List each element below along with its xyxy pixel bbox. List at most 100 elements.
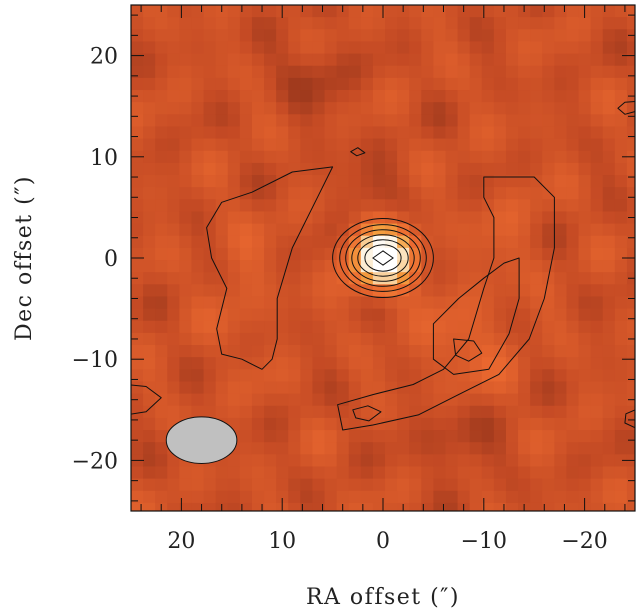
heatmap-cell — [421, 284, 434, 298]
heatmap-cell — [493, 430, 507, 443]
heatmap-cell — [239, 442, 253, 455]
heatmap-cell — [300, 405, 314, 419]
heatmap-cell — [481, 5, 495, 18]
heatmap-cell — [227, 162, 241, 176]
heatmap-cell — [276, 332, 289, 346]
heatmap-cell — [590, 126, 604, 140]
heatmap-cell — [421, 102, 434, 115]
heatmap-cell — [276, 138, 289, 152]
heatmap-cell — [445, 442, 459, 455]
heatmap-cell — [493, 417, 507, 431]
heatmap-cell — [421, 247, 434, 261]
heatmap-cell — [530, 199, 543, 213]
heatmap-cell — [457, 138, 471, 152]
heatmap-cell — [493, 53, 507, 67]
heatmap-cell — [264, 114, 277, 128]
heatmap-cell — [155, 223, 168, 237]
heatmap-cell — [493, 162, 507, 176]
heatmap-cell — [167, 17, 180, 30]
plot-area — [130, 4, 636, 528]
heatmap-cell — [131, 369, 144, 383]
heatmap-cell — [324, 320, 338, 334]
heatmap-cell — [264, 260, 277, 273]
heatmap-cell — [518, 442, 531, 455]
heatmap-cell — [251, 29, 265, 43]
heatmap-cell — [397, 381, 410, 395]
heatmap-cell — [590, 29, 604, 43]
heatmap-cell — [445, 114, 459, 128]
heatmap-cell — [348, 114, 362, 128]
heatmap-cell — [566, 235, 580, 249]
heatmap-cell — [493, 345, 507, 358]
heatmap-cell — [602, 138, 616, 152]
heatmap-cell — [312, 102, 326, 115]
heatmap-cell — [324, 77, 338, 91]
heatmap-cell — [482, 515, 495, 528]
heatmap-cell — [505, 77, 519, 91]
heatmap-cell — [348, 199, 362, 213]
heatmap-cell — [445, 41, 459, 55]
heatmap-cell — [397, 272, 410, 285]
contour-peak — [372, 250, 394, 266]
heatmap-cell — [457, 296, 471, 310]
heatmap-cell — [481, 235, 495, 249]
heatmap-cell — [239, 77, 253, 91]
heatmap-cell — [215, 90, 229, 103]
heatmap-cell — [493, 77, 507, 91]
heatmap-cell — [542, 515, 555, 528]
heatmap-cell — [614, 272, 628, 285]
heatmap-cell — [179, 502, 193, 511]
heatmap-cell — [397, 17, 410, 30]
heatmap-cell — [360, 126, 374, 140]
heatmap-cell — [276, 90, 289, 103]
heatmap-cell — [433, 211, 447, 225]
heatmap-cell — [324, 405, 338, 419]
heatmap-cell — [372, 502, 386, 511]
heatmap-cell — [312, 284, 326, 298]
heatmap-cell — [566, 114, 580, 128]
heatmap-cell — [457, 272, 471, 285]
heatmap-cell — [227, 490, 241, 504]
heatmap-cell — [227, 454, 241, 468]
contour-edge-right-top — [617, 100, 635, 115]
x-tick-label: 10 — [268, 529, 296, 554]
heatmap-cell — [336, 296, 350, 310]
heatmap-cell — [433, 490, 447, 504]
heatmap-cell — [614, 369, 628, 383]
heatmap-cell — [251, 345, 265, 358]
heatmap-cell — [578, 29, 592, 43]
heatmap-cell — [360, 90, 374, 103]
heatmap-cell — [264, 490, 277, 504]
heatmap-cell — [530, 369, 543, 383]
heatmap-cell — [324, 272, 338, 285]
heatmap-cell — [300, 65, 314, 79]
heatmap-cell — [360, 369, 374, 383]
heatmap-cell — [542, 430, 555, 443]
heatmap-cell — [239, 417, 253, 431]
heatmap-cell — [542, 17, 555, 30]
heatmap-cell — [445, 417, 459, 431]
heatmap-cell — [312, 65, 326, 79]
heatmap-cell — [445, 272, 459, 285]
x-tick-labels: 20 10 0 −10 −20 — [167, 529, 607, 554]
heatmap-cell — [251, 53, 265, 67]
contour-ring — [357, 239, 409, 277]
heatmap-cell — [566, 417, 580, 431]
heatmap-cell — [264, 466, 277, 480]
heatmap-cell — [614, 417, 628, 431]
heatmap-cell — [324, 430, 338, 443]
heatmap-cell — [614, 162, 628, 176]
heatmap-cell — [216, 515, 229, 528]
heatmap-cell — [505, 430, 519, 443]
heatmap-cell — [566, 199, 580, 213]
heatmap-cell — [203, 77, 217, 91]
heatmap-cell — [421, 41, 434, 55]
heatmap-cell — [578, 296, 592, 310]
heatmap-cell — [530, 65, 543, 79]
heatmap-cell — [385, 442, 398, 455]
heatmap-cell — [421, 345, 434, 358]
heatmap-cell — [191, 478, 205, 492]
heatmap-cell — [566, 478, 580, 492]
beam-ellipse — [165, 416, 238, 464]
heatmap-cell — [372, 211, 386, 225]
